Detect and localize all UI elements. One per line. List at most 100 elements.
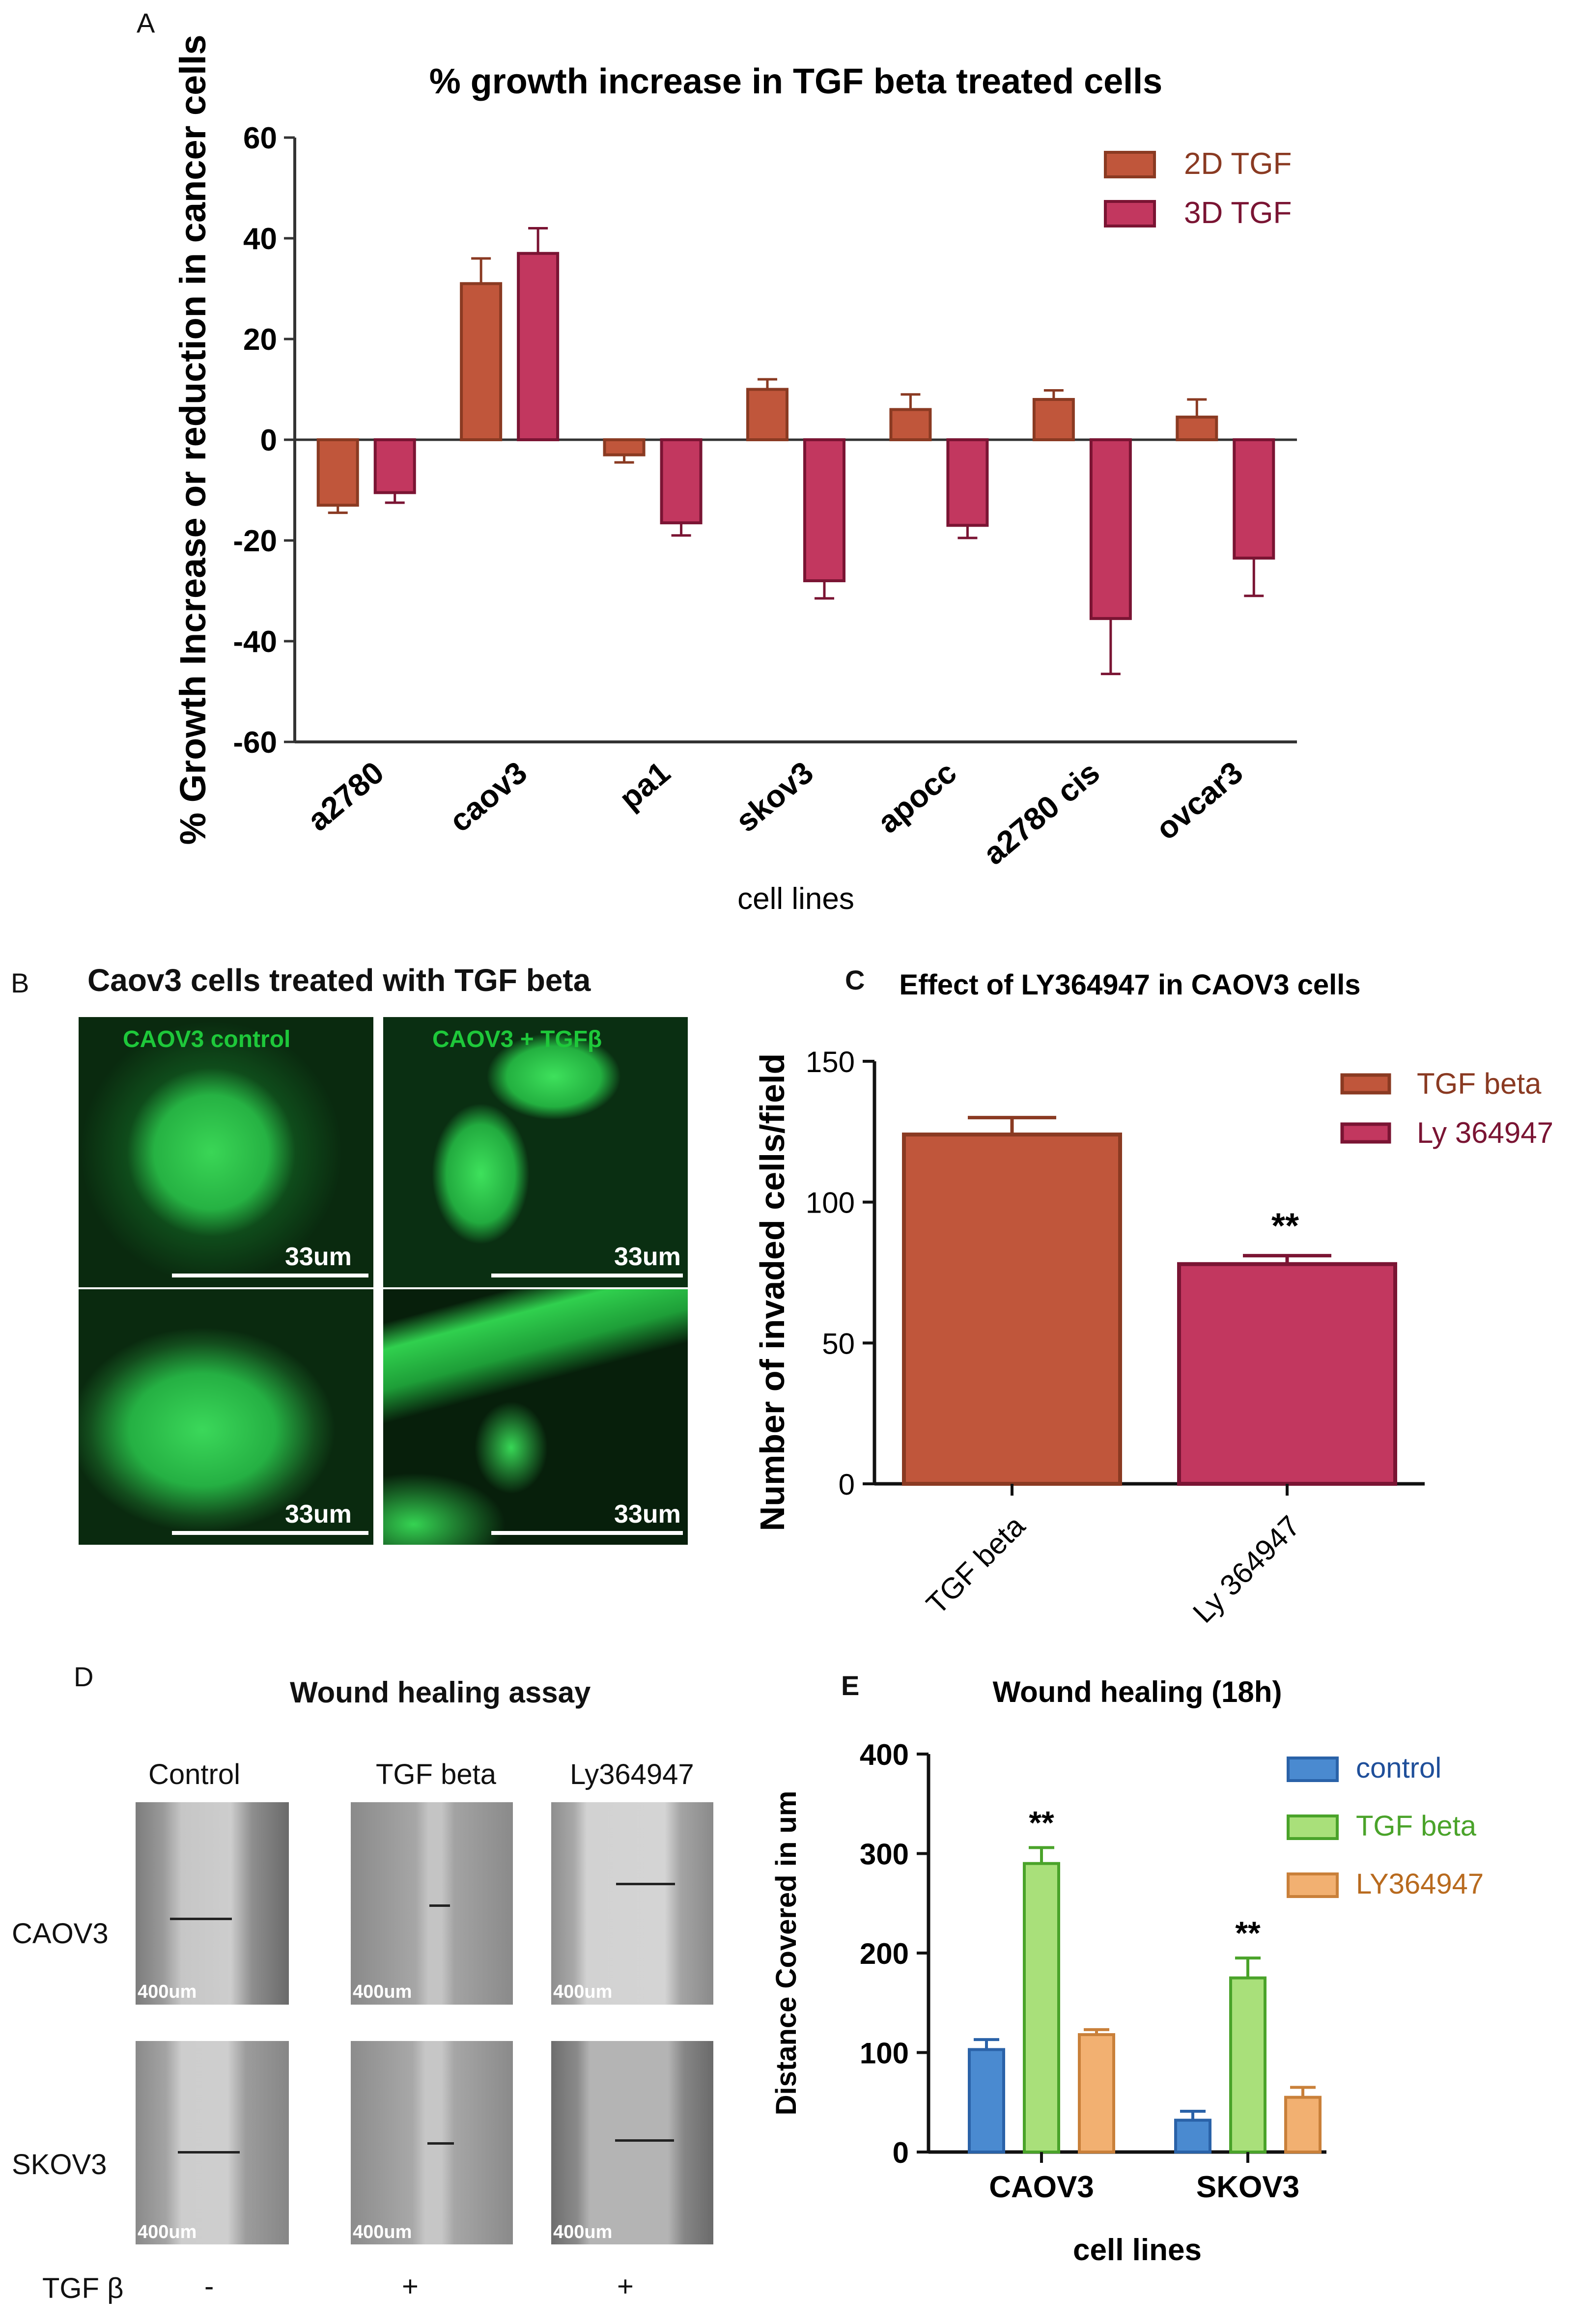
scale-bar	[172, 1274, 368, 1277]
bar-3d-apocc	[946, 438, 989, 527]
bar-3d-pa1	[660, 438, 703, 525]
scale-label: 400um	[353, 2222, 412, 2242]
x-axis-label: cell lines	[1073, 2233, 1202, 2267]
legend-swatch	[1104, 151, 1156, 178]
legend-label: Ly 364947	[1417, 1116, 1553, 1149]
micrograph-control-bottom: 33um	[79, 1289, 373, 1545]
wound-caov3-ly: 400um	[551, 1802, 713, 2005]
scale-bar	[172, 1531, 368, 1535]
x-tick-label: ovcar3	[1149, 755, 1249, 847]
y-tick-label: 300	[860, 1838, 909, 1871]
tgf-sign-tgf: +	[402, 2270, 419, 2302]
tgf-label: TGF β	[42, 2272, 124, 2304]
bar-TGF-beta	[902, 1133, 1122, 1486]
significance-marker: **	[1029, 1804, 1054, 1841]
scale-label: 400um	[138, 1982, 197, 2002]
x-axis-label: cell lines	[737, 882, 854, 916]
y-tick-label: -60	[233, 726, 277, 760]
bar-2d-ovcar3	[1176, 415, 1218, 441]
scale-label: 400um	[553, 2222, 613, 2242]
y-tick-label: 200	[860, 1937, 909, 1970]
bar-2d-caov3	[460, 282, 503, 441]
significance-marker: **	[1271, 1207, 1299, 1246]
bar-2d-a2780	[316, 438, 359, 507]
x-tick-label: skov3	[729, 755, 820, 839]
legend-swatch	[1287, 1814, 1339, 1840]
scale-bar	[491, 1531, 683, 1535]
legend-label: LY364947	[1356, 1868, 1484, 1900]
x-tick-label: a2780	[301, 755, 391, 838]
bar-2d-a2780-cis	[1032, 398, 1075, 441]
y-tick-label: 0	[260, 424, 277, 457]
tgf-sign-ly: +	[617, 2270, 634, 2302]
bar-3d-a2780	[373, 438, 416, 494]
bar-2d-skov3	[746, 388, 788, 441]
significance-marker: **	[1235, 1915, 1261, 1951]
x-tick-label: CAOV3	[989, 2170, 1094, 2204]
label-caov3-tgf: CAOV3 + TGFβ	[432, 1026, 602, 1052]
chart-title: % growth increase in TGF beta treated ce…	[429, 62, 1162, 101]
chart-e: Wound healing (18h) 0 100 200 300 400 Distance…	[770, 1675, 1484, 2267]
legend-label: control	[1356, 1752, 1441, 1784]
y-tick-label: 50	[822, 1327, 855, 1360]
bar-2d-pa1	[603, 438, 646, 456]
scale-label: 400um	[138, 2222, 197, 2242]
y-axis-label: Distance Covered in um	[770, 1791, 802, 2116]
y-tick-label: 100	[806, 1187, 855, 1219]
legend-swatch	[1104, 200, 1156, 227]
micrograph-control-top: 33um	[79, 1017, 373, 1287]
y-tick-label: 0	[839, 1468, 855, 1501]
legend-swatch	[1340, 1073, 1391, 1095]
y-tick-label: -40	[233, 625, 277, 659]
bar-2d-apocc	[889, 408, 932, 441]
column-label-tgf: TGF beta	[376, 1758, 496, 1790]
y-tick-label: 60	[243, 121, 277, 155]
column-label-control: Control	[148, 1758, 240, 1790]
x-tick-label: Ly 364947	[1186, 1509, 1306, 1629]
row-label-caov3: CAOV3	[12, 1918, 109, 1950]
legend-label: 3D TGF	[1184, 196, 1292, 230]
scale-label: 33um	[614, 1500, 681, 1529]
legend-label: 2D TGF	[1184, 147, 1292, 181]
column-label-ly: Ly364947	[570, 1758, 694, 1790]
scale-label: 400um	[353, 1982, 412, 2002]
wound-skov3-ly: 400um	[551, 2041, 713, 2244]
x-tick-label: SKOV3	[1196, 2170, 1299, 2204]
bar-3d-caov3	[517, 252, 560, 441]
bar-Ly-364947	[1177, 1262, 1397, 1486]
y-tick-label: 150	[806, 1046, 855, 1078]
bar-3d-ovcar3	[1233, 438, 1275, 560]
label-caov3-control: CAOV3 control	[123, 1026, 291, 1052]
wound-caov3-control: 400um	[136, 1802, 289, 2005]
wound-caov3-tgf: 400um	[351, 1802, 513, 2005]
y-tick-label: 20	[243, 323, 277, 357]
y-tick-label: 40	[243, 222, 277, 256]
row-label-skov3: SKOV3	[12, 2149, 107, 2181]
bar-LY364947-SKOV3	[1284, 2096, 1322, 2154]
legend-label: TGF beta	[1356, 1810, 1477, 1842]
panel-b-title: Caov3 cells treated with TGF beta	[87, 963, 591, 998]
chart-title: Wound healing (18h)	[993, 1675, 1282, 1708]
chart-title: Effect of LY364947 in CAOV3 cells	[899, 969, 1360, 1001]
panel-letter-d: D	[74, 1661, 94, 1692]
y-tick-label: 0	[893, 2136, 909, 2169]
bar-TGF-beta-CAOV3	[1023, 1862, 1060, 2154]
bar-control-SKOV3	[1174, 2119, 1211, 2154]
chart-c: Effect of LY364947 in CAOV3 cells 0 50 100 1…	[753, 969, 1553, 1629]
y-tick-label: -20	[233, 524, 277, 558]
scale-label: 33um	[285, 1243, 352, 1271]
x-tick-label: apocc	[871, 755, 963, 840]
panel-letter-e: E	[841, 1670, 860, 1701]
x-tick-label: pa1	[613, 755, 677, 817]
tgf-sign-control: -	[204, 2270, 214, 2302]
panel-letter-a: A	[137, 7, 155, 38]
y-axis-label: Number of invaded cells/field	[753, 1053, 791, 1531]
bar-3d-a2780-cis	[1089, 438, 1132, 620]
scale-label: 400um	[553, 1982, 613, 2002]
micrograph-tgf-bottom: 33um	[383, 1289, 688, 1545]
legend-swatch	[1287, 1757, 1339, 1782]
scale-bar	[491, 1274, 683, 1277]
legend-swatch	[1287, 1872, 1339, 1898]
scale-label: 33um	[614, 1243, 681, 1271]
wound-skov3-control: 400um	[136, 2041, 289, 2244]
